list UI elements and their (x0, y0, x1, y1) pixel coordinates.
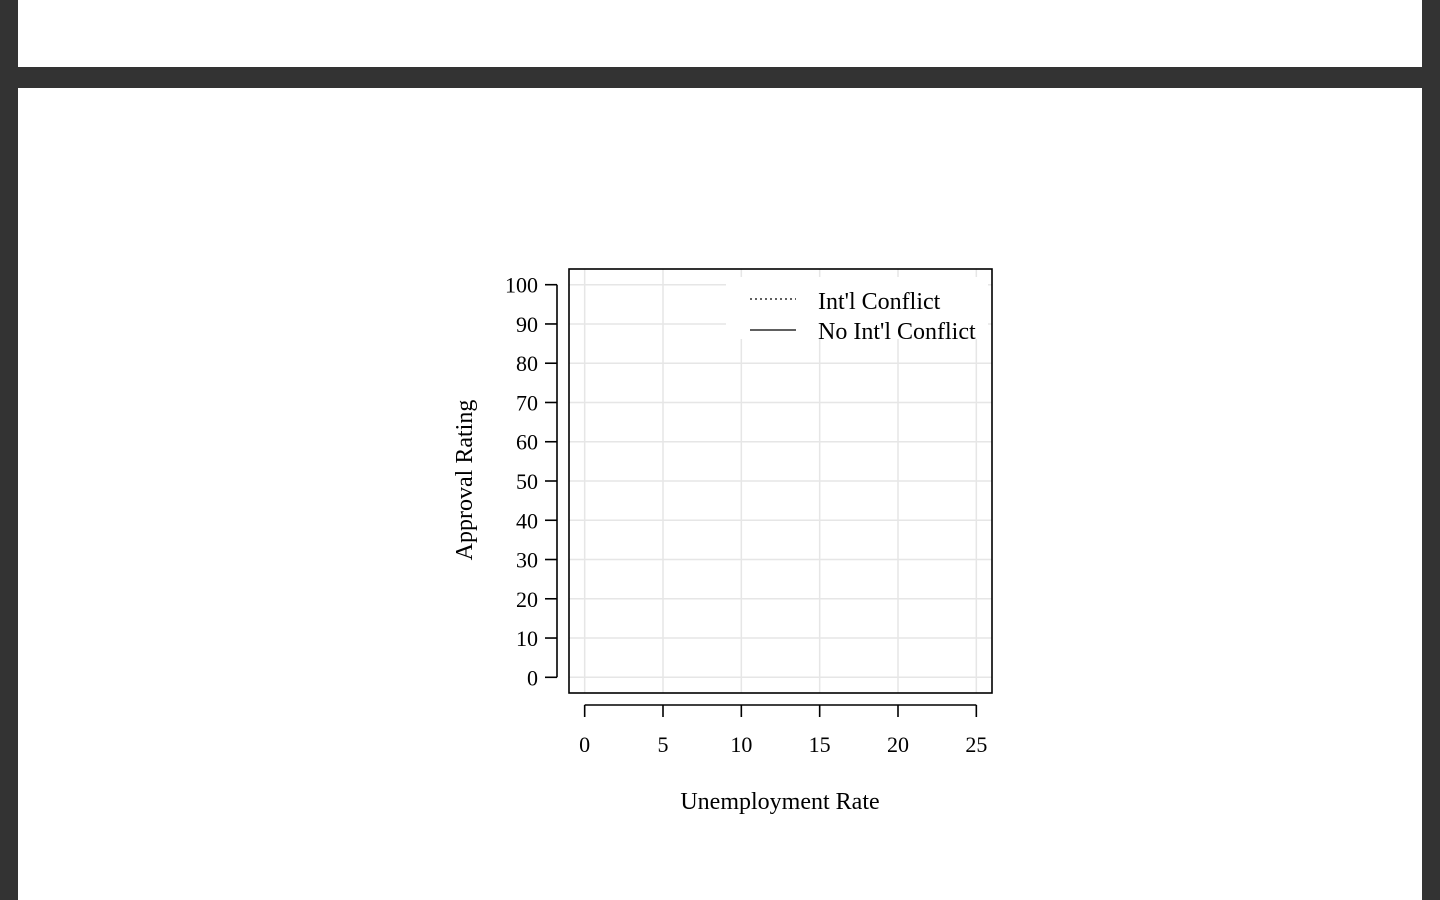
approval-chart: Int'l Conflict No Int'l Conflict 0 10 20 30… (452, 268, 993, 815)
y-axis: 0 10 20 30 40 50 60 70 80 90 100 (505, 273, 558, 690)
x-axis-label: Unemployment Rate (680, 789, 879, 815)
legend-label-no-intl-conflict: No Int'l Conflict (818, 319, 976, 345)
legend-background (726, 277, 988, 339)
x-tick-label: 25 (965, 732, 987, 757)
previous-page (18, 0, 1422, 67)
y-tick-label: 100 (505, 273, 538, 298)
plot-frame (568, 268, 993, 694)
x-tick-label: 5 (658, 732, 669, 757)
y-tick-label: 10 (516, 626, 538, 651)
x-tick-label: 0 (579, 732, 590, 757)
y-axis-label: Approval Rating (452, 400, 478, 561)
document-page: Int'l Conflict No Int'l Conflict 0 10 20 30… (18, 88, 1422, 900)
x-tick-label: 10 (730, 732, 752, 757)
legend: Int'l Conflict No Int'l Conflict (726, 277, 988, 345)
y-tick-label: 0 (527, 665, 538, 690)
grid (569, 269, 992, 693)
y-tick-label: 30 (516, 548, 538, 573)
y-tick-label: 60 (516, 430, 538, 455)
x-tick-label: 20 (887, 732, 909, 757)
y-tick-label: 70 (516, 390, 538, 415)
y-tick-label: 80 (516, 351, 538, 376)
y-tick-label: 50 (516, 469, 538, 494)
x-axis: 0 5 10 15 20 25 (579, 704, 987, 757)
y-tick-label: 90 (516, 312, 538, 337)
y-tick-label: 40 (516, 508, 538, 533)
x-tick-label: 15 (809, 732, 831, 757)
legend-label-intl-conflict: Int'l Conflict (818, 289, 941, 315)
y-tick-label: 20 (516, 587, 538, 612)
